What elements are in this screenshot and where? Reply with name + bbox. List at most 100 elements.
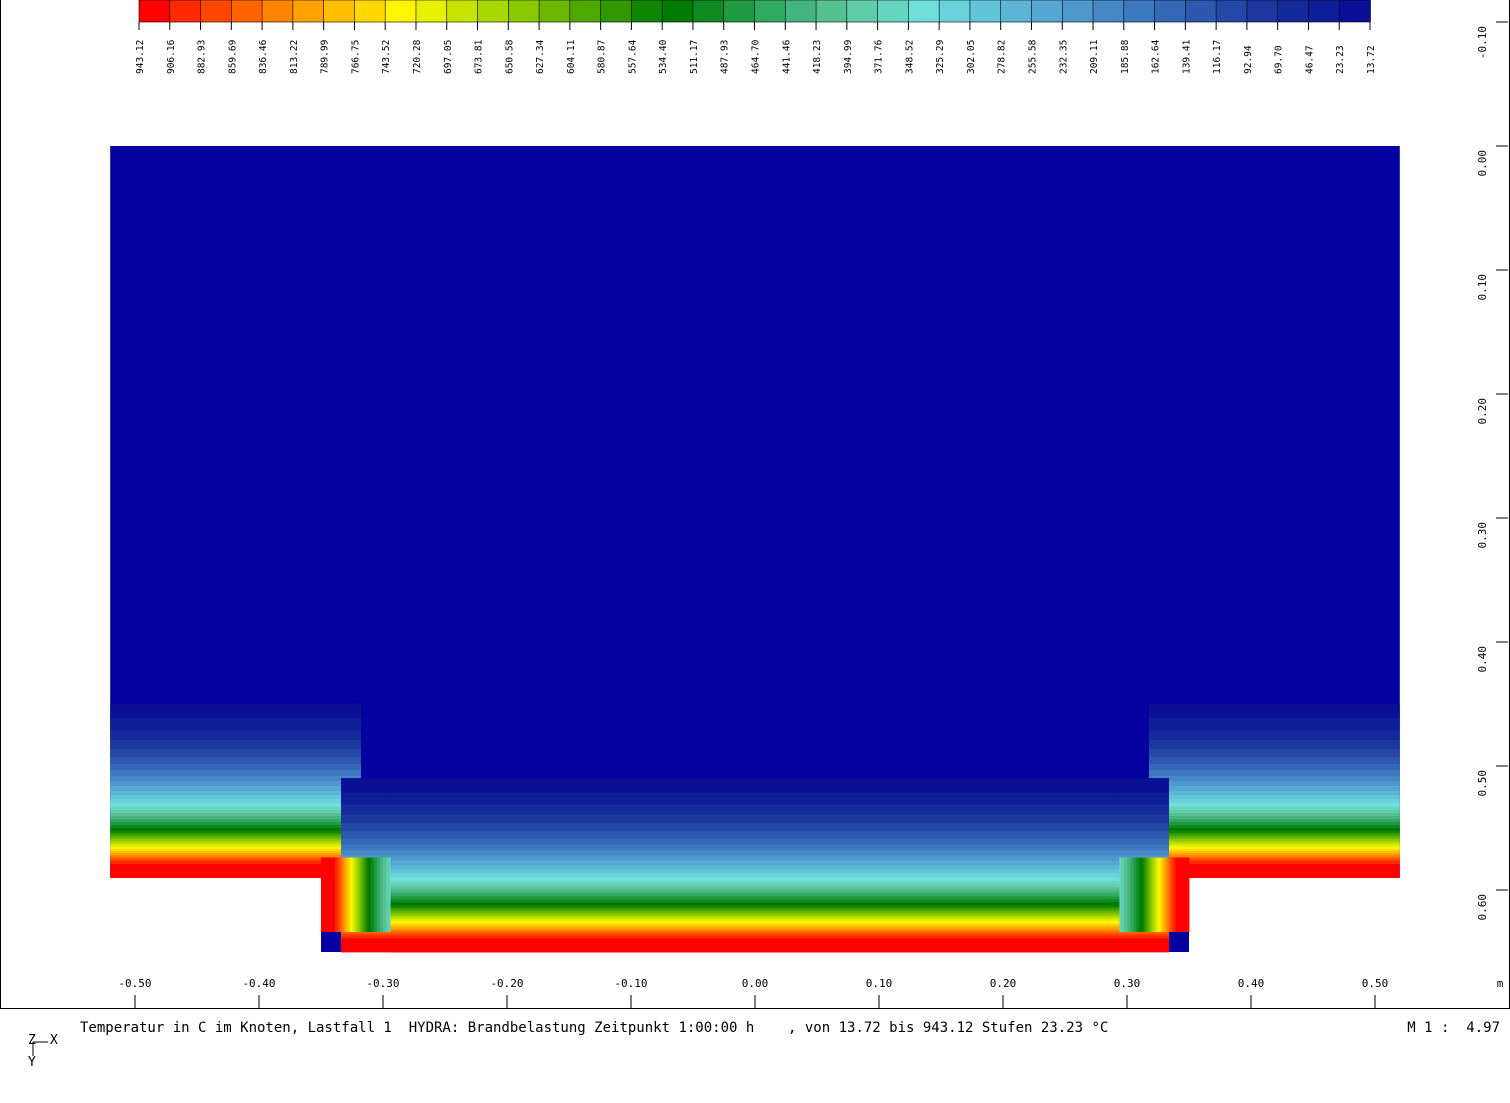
- slab-heat-band-left: [110, 827, 361, 831]
- beam-heat-band-overlay: [390, 929, 1120, 932]
- legend-label: 209.11: [1089, 39, 1100, 74]
- legend-swatch: [1277, 0, 1310, 23]
- y-tick-label: 0.10: [1476, 274, 1489, 301]
- legend-label: 232.35: [1058, 40, 1069, 74]
- x-tick-label: 0.10: [866, 977, 893, 990]
- slab-heat-band-left: [110, 852, 361, 855]
- slab-heat-band-right: [1149, 769, 1400, 776]
- beam-side-heat-right: [1175, 857, 1190, 932]
- legend-swatch: [446, 0, 479, 23]
- slab-heat-band-left: [110, 818, 361, 822]
- legend-label: 23.23: [1335, 45, 1346, 74]
- legend-label: 116.17: [1212, 40, 1223, 74]
- beam-side-heat-left: [374, 857, 378, 932]
- legend-swatch: [846, 0, 879, 23]
- slab-heat-band-left: [110, 785, 361, 791]
- slab-heat-band-left: [110, 775, 361, 781]
- legend-label: 766.75: [350, 40, 361, 74]
- beam-side-heat-right: [1133, 857, 1137, 932]
- beam-heat-band-overlay: [390, 917, 1120, 920]
- beam-side-heat-left: [380, 857, 384, 932]
- slab-heat-band-left: [110, 850, 361, 853]
- legend-label: 162.64: [1151, 39, 1162, 74]
- legend-swatch: [231, 0, 263, 23]
- slab-heat-band-right: [1149, 830, 1400, 833]
- beam-heat-band-overlay: [390, 911, 1120, 914]
- legend-label: 185.88: [1120, 39, 1131, 74]
- slab-heat-band-left: [110, 717, 361, 730]
- x-tick-label: 0.50: [1362, 977, 1389, 990]
- legend-label: 836.46: [258, 39, 269, 74]
- legend-label: 46.47: [1304, 45, 1315, 74]
- beam-side-heat-right: [1168, 857, 1171, 932]
- beam-heat-band-overlay: [390, 890, 1120, 894]
- legend-label: 511.17: [689, 40, 700, 74]
- slab-heat-band-left: [110, 812, 361, 816]
- beam-side-heat-left: [371, 857, 375, 932]
- beam-side-heat-right: [1170, 857, 1173, 932]
- beam-heat-band-overlay: [390, 896, 1120, 900]
- slab-heat-band-right: [1149, 717, 1400, 730]
- beam-side-heat-right: [1166, 857, 1169, 932]
- legend-swatch: [723, 0, 756, 23]
- slab-heat-band-left: [110, 860, 361, 864]
- beam-heat-band-overlay: [390, 907, 1120, 910]
- x-tick-label: 0.40: [1238, 977, 1265, 990]
- slab-heat-band-left: [110, 729, 361, 740]
- beam-side-heat-left: [356, 857, 359, 932]
- legend-swatch: [938, 0, 971, 23]
- beam-side-heat-left: [368, 857, 372, 932]
- beam-side-heat-right: [1150, 857, 1153, 932]
- beam-side-heat-left: [342, 857, 345, 932]
- legend-label: 882.93: [197, 40, 208, 74]
- slab-heat-band-left: [110, 806, 361, 810]
- beam-heat-band-overlay: [390, 931, 1120, 934]
- legend-label: 441.46: [781, 39, 792, 74]
- beam-side-heat-right: [1136, 857, 1140, 932]
- legend-label: 13.72: [1366, 45, 1377, 74]
- legend-swatch: [1185, 0, 1217, 23]
- axis-glyph-lines: [32, 1041, 48, 1056]
- beam-heat-band-overlay: [390, 865, 1120, 870]
- slab-heat-band-left: [110, 856, 361, 859]
- legend-swatch: [631, 0, 663, 23]
- beam-heat-band-overlay: [390, 935, 1120, 939]
- slab-heat-band-left: [110, 832, 361, 835]
- legend-swatch: [261, 0, 294, 23]
- slab-heat-band-right: [1149, 756, 1400, 764]
- slab-heat-band-left: [110, 863, 361, 878]
- slab-heat-band-right: [1149, 798, 1400, 803]
- beam-heat-band-overlay: [390, 838, 1120, 845]
- beam-heat-band-overlay: [390, 881, 1120, 885]
- beam-side-heat-right: [1139, 857, 1143, 932]
- beam-heat-band-overlay: [390, 855, 1120, 861]
- legend-swatch: [1061, 0, 1094, 23]
- legend-label: 720.28: [412, 39, 423, 74]
- legend-label: 534.40: [658, 39, 669, 74]
- y-tick-label: -0.10: [1476, 26, 1489, 59]
- slab-heat-band-right: [1149, 729, 1400, 740]
- slab-heat-band-left: [110, 840, 361, 843]
- axis-orientation-glyph: Z X Y: [26, 1034, 66, 1074]
- beam-side-heat-left: [358, 857, 361, 932]
- slab-heat-band-left: [110, 844, 361, 847]
- x-axis-letter: X: [50, 1033, 58, 1048]
- beam-side-heat-left: [340, 857, 343, 932]
- legend-label: 92.94: [1243, 45, 1254, 74]
- legend-label: 789.99: [320, 39, 331, 74]
- beam-heat-band-overlay: [390, 902, 1120, 906]
- legend-swatch: [692, 0, 725, 23]
- slab-heat-band-right: [1149, 827, 1400, 831]
- legend-label: 557.64: [627, 39, 638, 74]
- beam-heat-band-overlay: [390, 893, 1120, 897]
- legend-label: 394.99: [843, 39, 854, 74]
- legend-label: 464.70: [751, 39, 762, 74]
- slab-heat-band-right: [1149, 832, 1400, 835]
- beam-heat-band-overlay: [390, 925, 1120, 928]
- beam-heat-band-overlay: [390, 905, 1120, 908]
- beam-side-heat-right: [1152, 857, 1155, 932]
- slab-heat-band-right: [1149, 739, 1400, 749]
- beam-side-heat-right: [1118, 857, 1122, 932]
- z-axis-letter: Z: [28, 1033, 36, 1048]
- legend-swatch: [1031, 0, 1064, 23]
